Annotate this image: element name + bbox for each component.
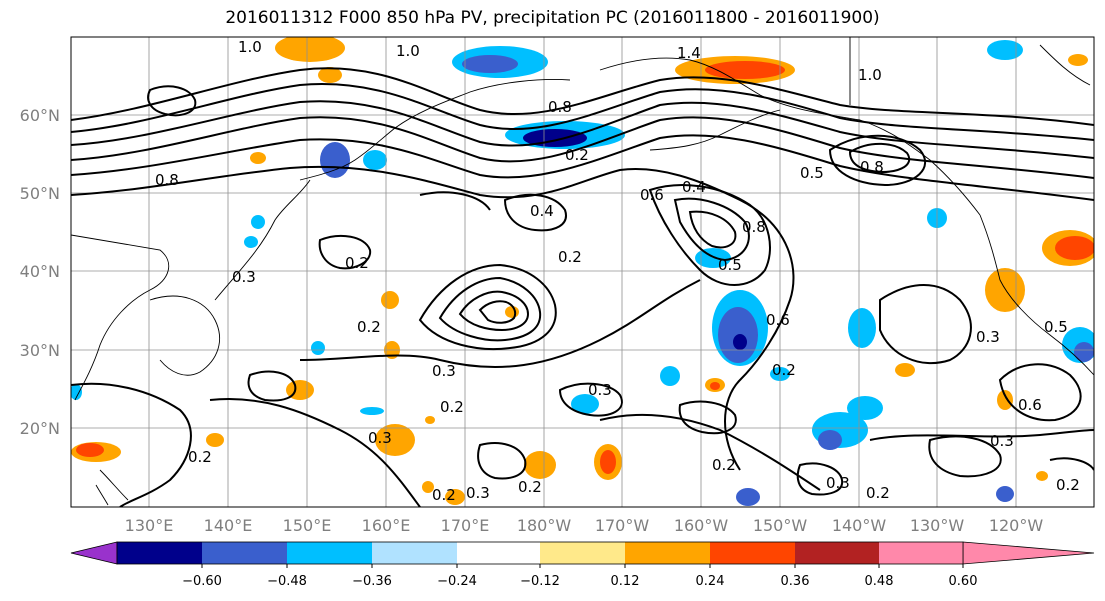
colorbar-bin: [372, 542, 457, 564]
contour-label: 0.2: [558, 248, 582, 266]
colorbar-tick-label: −0.60: [182, 574, 222, 589]
contour-label: 0.2: [772, 361, 796, 379]
colorbar-tick-label: −0.24: [437, 574, 477, 589]
colorbar-tick-label: −0.48: [267, 574, 307, 589]
contour-label: 0.2: [518, 478, 542, 496]
colorbar-tick-label: 0.60: [949, 574, 978, 589]
contour-label: 0.2: [712, 456, 736, 474]
contour-label: 0.4: [682, 178, 706, 196]
contour-label: 1.4: [677, 44, 701, 62]
lon-label: 180°W: [517, 516, 572, 535]
contour-label: 0.6: [766, 311, 790, 329]
contour-label: 1.0: [858, 66, 882, 84]
colorbar-bin: [540, 542, 625, 564]
colorbar-bin: [287, 542, 372, 564]
map-frame: [70, 36, 1095, 508]
lon-label: 130°E: [125, 516, 174, 535]
lon-label: 120°W: [989, 516, 1044, 535]
colorbar-max-arrow: [962, 541, 1095, 565]
colorbar-tick-label: 0.24: [696, 574, 725, 589]
contour-label: 0.2: [357, 318, 381, 336]
contour-labels: 1.0 1.0 1.4 1.0 0.8 0.8 0.5 0.8 0.6 0.4 …: [155, 38, 1080, 504]
latitude-labels: 60°N 50°N 40°N 30°N 20°N: [20, 106, 60, 438]
lat-label: 30°N: [20, 341, 60, 360]
contour-label: 0.6: [640, 186, 664, 204]
contour-label: 0.2: [440, 398, 464, 416]
colorbar-tick-label: 0.48: [865, 574, 894, 589]
contour-label: 0.2: [188, 448, 212, 466]
colorbar-ticks: [201, 564, 964, 568]
colorbar-bin: [710, 542, 795, 564]
contour-label: 0.2: [866, 484, 890, 502]
lon-label: 160°W: [674, 516, 729, 535]
contour-label: 0.5: [1044, 318, 1068, 336]
map-title: 2016011312 F000 850 hPa PV, precipitatio…: [225, 8, 880, 28]
contour-label: 0.2: [345, 254, 369, 272]
colorbar-bin: [457, 542, 540, 564]
lat-label: 60°N: [20, 106, 60, 125]
colorbar-min-arrow: [70, 541, 118, 565]
colorbar-bin: [625, 542, 710, 564]
contour-label: 0.3: [588, 381, 612, 399]
contour-label: 0.3: [990, 432, 1014, 450]
contour-label: 0.2: [1056, 476, 1080, 494]
lon-label: 140°E: [204, 516, 253, 535]
lon-label: 150°W: [753, 516, 808, 535]
contour-label: 0.8: [742, 218, 766, 236]
contour-label: 0.3: [232, 268, 256, 286]
contour-label: 0.5: [718, 256, 742, 274]
lon-label: 170°W: [595, 516, 650, 535]
lat-label: 20°N: [20, 419, 60, 438]
contour-label: 0.8: [860, 158, 884, 176]
contour-label: 0.5: [800, 164, 824, 182]
lat-label: 40°N: [20, 262, 60, 281]
contour-label: 0.3: [466, 484, 490, 502]
contour-label: 0.4: [530, 202, 554, 220]
lat-label: 50°N: [20, 184, 60, 203]
colorbar-bin: [202, 542, 287, 564]
contour-label: 0.3: [976, 328, 1000, 346]
lon-label: 130°W: [910, 516, 965, 535]
colorbar-bin: [879, 542, 963, 564]
coastlines: [71, 37, 1094, 506]
colorbar: −0.60 −0.48 −0.36 −0.24 −0.12 0.12 0.24 …: [70, 541, 1095, 589]
lon-label: 150°E: [283, 516, 332, 535]
contour-label: 0.6: [1018, 396, 1042, 414]
longitude-labels: 130°E 140°E 150°E 160°E 170°E 180°W 170°…: [125, 516, 1044, 535]
contour-label: 0.8: [548, 98, 572, 116]
contour-label: 0.2: [432, 486, 456, 504]
contour-label: 0.3: [826, 474, 850, 492]
map-panel: [71, 37, 1094, 507]
colorbar-tick-label: −0.36: [352, 574, 392, 589]
lon-label: 160°E: [362, 516, 411, 535]
pv-contours: [71, 67, 1094, 507]
contour-label: 0.8: [155, 171, 179, 189]
colorbar-bin: [117, 542, 202, 564]
contour-label: 1.0: [396, 42, 420, 60]
lon-label: 170°E: [441, 516, 490, 535]
contour-label: 0.3: [432, 362, 456, 380]
colorbar-tick-label: −0.12: [520, 574, 560, 589]
colorbar-bin: [795, 542, 879, 564]
contour-label: 0.2: [565, 146, 589, 164]
contour-label: 0.3: [368, 429, 392, 447]
graticule: [71, 37, 1094, 507]
lon-label: 140°W: [832, 516, 887, 535]
colorbar-tick-label: 0.12: [611, 574, 640, 589]
contour-label: 1.0: [238, 38, 262, 56]
colorbar-tick-label: 0.36: [781, 574, 810, 589]
